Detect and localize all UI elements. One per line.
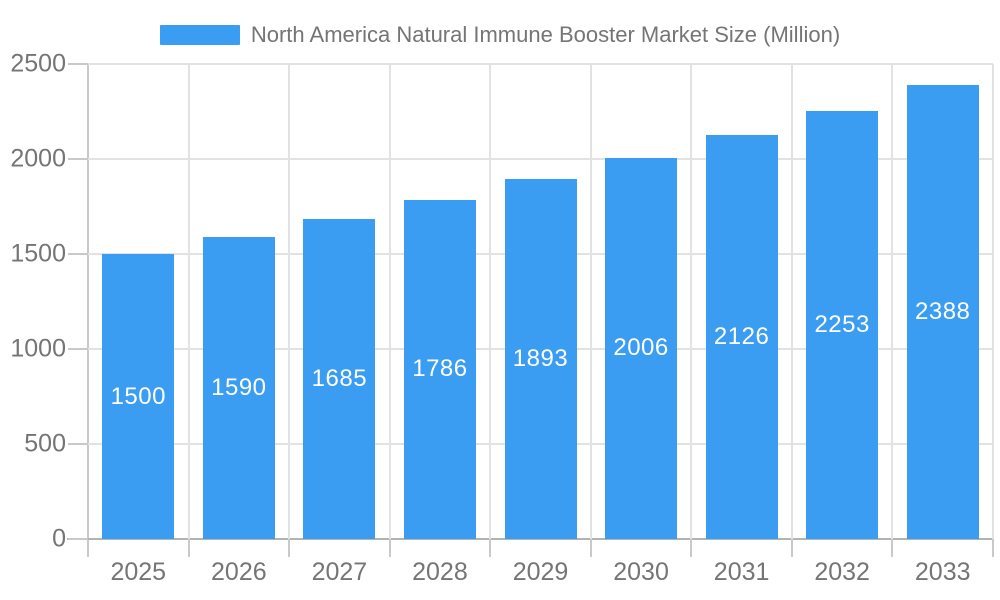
x-axis-line <box>67 538 993 540</box>
bar-value-label-2032: 2253 <box>814 310 870 338</box>
bar-value-label-2031: 2126 <box>713 323 770 351</box>
x-axis-label-2025: 2025 <box>110 558 167 586</box>
bar-2027[interactable]: 1685 <box>303 218 376 539</box>
gridline-vertical-2 <box>288 64 291 539</box>
x-axis-tick-1 <box>187 539 190 557</box>
x-axis-label-2032: 2032 <box>814 558 870 586</box>
y-axis-tick-2000 <box>68 158 88 160</box>
y-axis-label-500: 500 <box>24 429 66 458</box>
x-axis-tick-7 <box>790 539 793 557</box>
bar-2032[interactable]: 2253 <box>806 110 879 539</box>
y-axis-tick-2500 <box>68 63 88 65</box>
y-axis-tick-1500 <box>68 253 88 255</box>
x-axis-tick-8 <box>891 539 894 557</box>
x-axis-tick-9 <box>992 539 994 557</box>
bar-value-label-2033: 2388 <box>915 298 971 326</box>
y-axis-label-2000: 2000 <box>10 144 66 173</box>
bar-2028[interactable]: 1786 <box>403 199 476 539</box>
x-axis-label-2028: 2028 <box>412 558 468 586</box>
gridline-horizontal-2000 <box>88 158 993 160</box>
bar-value-label-2028: 1786 <box>412 355 468 383</box>
bar-2026[interactable]: 1590 <box>202 236 275 539</box>
bar-2031[interactable]: 2126 <box>705 135 778 539</box>
x-axis-label-2030: 2030 <box>613 558 669 586</box>
x-axis-label-2031: 2031 <box>713 558 770 586</box>
x-axis-label-2026: 2026 <box>211 558 267 586</box>
legend-item[interactable]: North America Natural Immune Booster Mar… <box>0 22 1000 48</box>
plot-area: 0 500 1000 1500 2000 2500 1500 2025 1590 2026 1685… <box>10 50 994 586</box>
legend-swatch-icon <box>159 25 240 45</box>
y-axis-label-2500: 2500 <box>10 49 66 78</box>
gridline-vertical-3 <box>388 64 391 539</box>
gridline-horizontal-2500 <box>88 63 993 65</box>
bar-value-label-2030: 2006 <box>613 334 669 362</box>
gridline-vertical-5 <box>589 64 592 539</box>
y-axis-tick-500 <box>68 443 88 445</box>
x-axis-tick-3 <box>388 539 391 557</box>
bar-2025[interactable]: 1500 <box>102 254 175 539</box>
y-axis-line <box>87 64 89 557</box>
y-axis-label-1000: 1000 <box>10 334 66 363</box>
bar-value-label-2027: 1685 <box>311 364 368 392</box>
y-axis-tick-1000 <box>68 348 88 350</box>
bar-2030[interactable]: 2006 <box>605 157 678 539</box>
gridline-vertical-1 <box>187 64 190 539</box>
bar-value-label-2026: 1590 <box>211 373 267 401</box>
x-axis-tick-4 <box>489 539 492 557</box>
legend-label: North America Natural Immune Booster Mar… <box>250 22 841 47</box>
y-axis-tick-0 <box>68 538 88 540</box>
x-axis-tick-6 <box>690 539 693 557</box>
bar-value-label-2029: 1893 <box>512 345 569 373</box>
gridline-vertical-9 <box>992 64 994 539</box>
x-axis-label-2029: 2029 <box>512 558 569 586</box>
gridline-vertical-4 <box>489 64 492 539</box>
gridline-vertical-7 <box>790 64 793 539</box>
bar-2033[interactable]: 2388 <box>906 85 979 539</box>
y-axis-label-1500: 1500 <box>10 239 66 268</box>
x-axis-label-2027: 2027 <box>311 558 368 586</box>
x-axis-label-2033: 2033 <box>914 558 971 586</box>
gridline-vertical-8 <box>891 64 894 539</box>
bar-value-label-2025: 1500 <box>110 382 166 410</box>
bar-2029[interactable]: 1893 <box>504 179 577 539</box>
gridline-vertical-6 <box>690 64 693 539</box>
x-axis-tick-5 <box>589 539 592 557</box>
y-axis-label-0: 0 <box>52 524 66 553</box>
x-axis-tick-2 <box>288 539 291 557</box>
